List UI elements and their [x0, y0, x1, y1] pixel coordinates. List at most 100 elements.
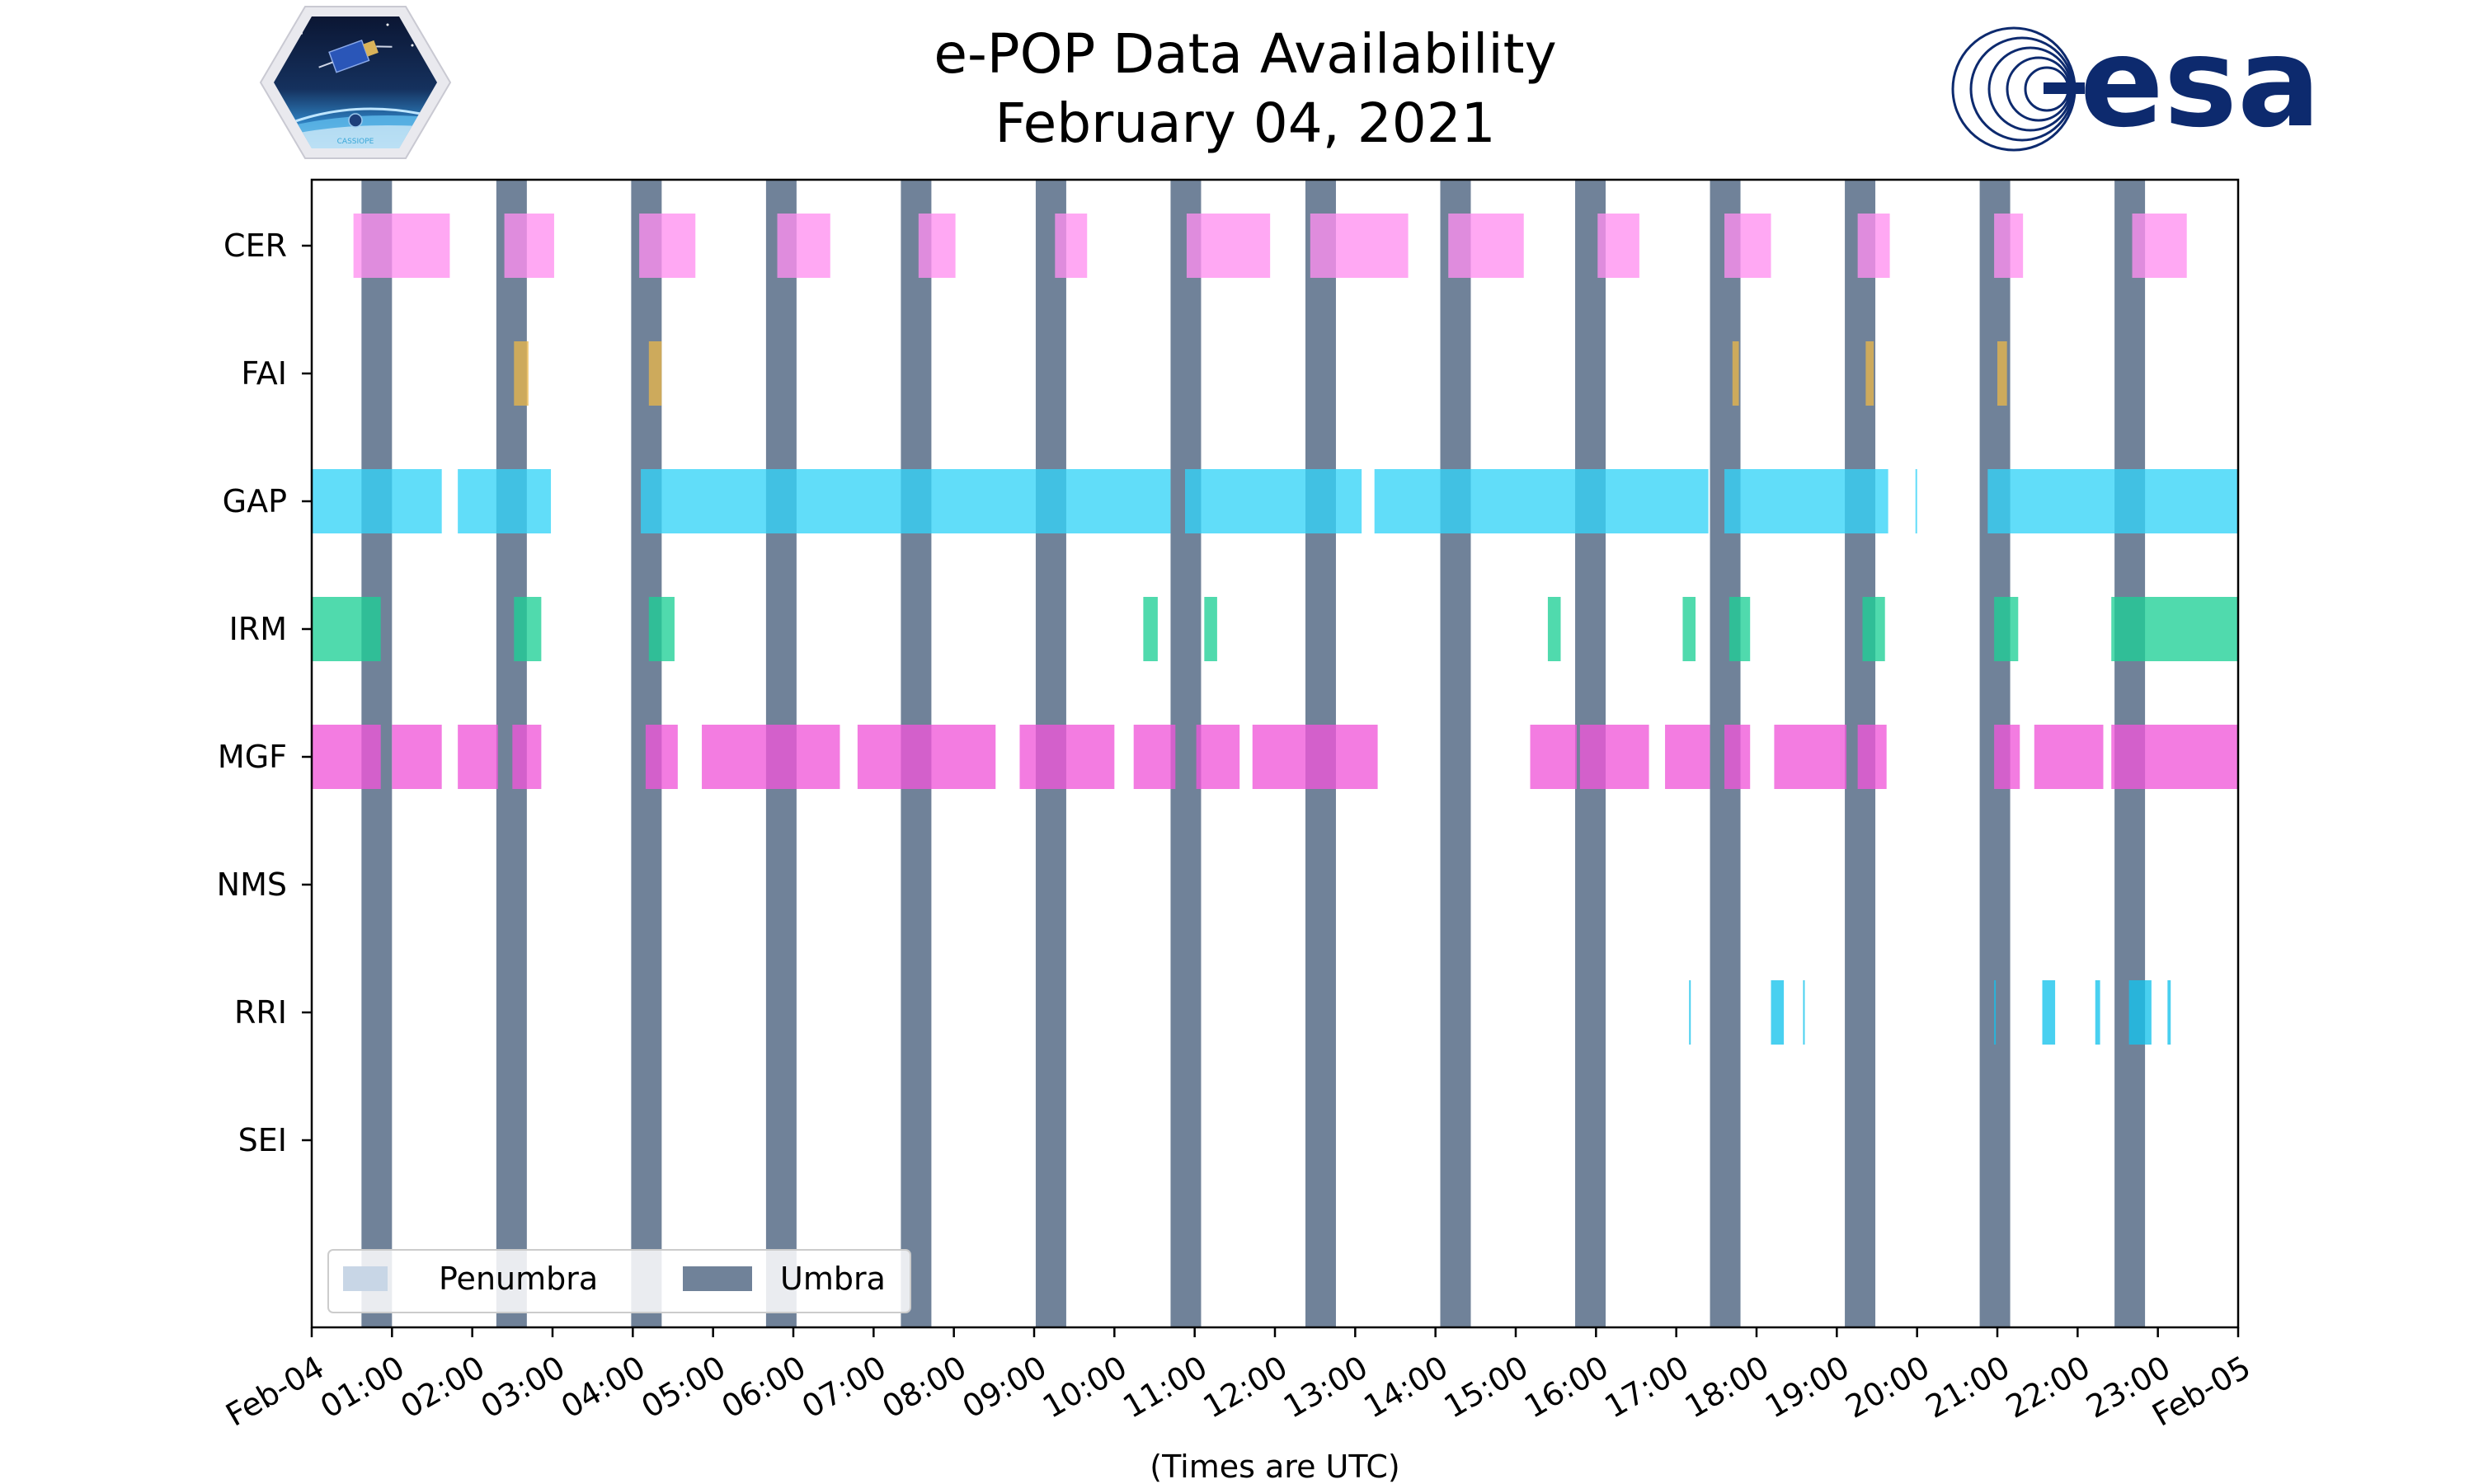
y-tick-label-gap: GAP [223, 483, 287, 519]
bar-cer-5 [1055, 214, 1088, 278]
bar-mgf-10 [1252, 725, 1378, 789]
x-tick-label-6: 06:00 [716, 1349, 812, 1425]
legend-box [327, 1249, 911, 1313]
bar-mgf-1 [392, 725, 442, 789]
bar-mgf-6 [857, 725, 996, 789]
x-tick-label-7: 07:00 [796, 1349, 892, 1425]
x-tick-label-4: 04:00 [555, 1349, 651, 1425]
bar-irm-8 [1862, 597, 1885, 661]
x-tick-label-13: 13:00 [1277, 1349, 1374, 1425]
bar-rri-1 [1771, 980, 1785, 1045]
bar-cer-8 [1448, 214, 1524, 278]
bar-gap-0 [312, 469, 442, 533]
umbra-band-6 [1170, 180, 1202, 1327]
x-tick-label-11: 11:00 [1117, 1349, 1213, 1425]
bar-irm-7 [1729, 597, 1751, 661]
bar-irm-3 [1143, 597, 1158, 661]
bar-fai-0 [514, 341, 529, 406]
x-tick-label-10: 10:00 [1037, 1349, 1133, 1425]
bar-irm-1 [514, 597, 542, 661]
bar-mgf-18 [2034, 725, 2104, 789]
bar-mgf-7 [1019, 725, 1115, 789]
bar-cer-12 [1994, 214, 2024, 278]
bar-cer-4 [918, 214, 956, 278]
bar-mgf-12 [1579, 725, 1649, 789]
bar-rri-0 [1689, 980, 1691, 1045]
bar-cer-2 [639, 214, 696, 278]
bar-mgf-14 [1724, 725, 1751, 789]
x-tick-label-8: 08:00 [876, 1349, 972, 1425]
bar-mgf-2 [458, 725, 498, 789]
x-axis-title: (Times are UTC) [1150, 1449, 1399, 1484]
bar-mgf-15 [1774, 725, 1847, 789]
x-tick-label-1: 01:00 [314, 1349, 411, 1425]
legend-label-umbra: Umbra [780, 1261, 886, 1297]
bar-mgf-11 [1530, 725, 1577, 789]
x-tick-label-19: 19:00 [1759, 1349, 1856, 1425]
bar-cer-9 [1597, 214, 1639, 278]
x-tick-label-12: 12:00 [1197, 1349, 1294, 1425]
bar-mgf-0 [312, 725, 381, 789]
y-tick-label-irm: IRM [229, 611, 287, 647]
legend-swatch-penumbra [343, 1266, 388, 1291]
bars-layer [312, 214, 2238, 1045]
umbra-band-8 [1440, 180, 1471, 1327]
bar-irm-9 [1994, 597, 2019, 661]
bar-rri-4 [2042, 980, 2056, 1045]
bar-gap-5 [1724, 469, 1888, 533]
bar-mgf-13 [1665, 725, 1710, 789]
x-axis: Feb-0401:0002:0003:0004:0005:0006:0007:0… [219, 1327, 2257, 1434]
bar-cer-11 [1857, 214, 1890, 278]
bar-irm-6 [1682, 597, 1696, 661]
y-tick-label-sei: SEI [238, 1122, 287, 1158]
esa-logo-icon: esa [1951, 12, 2321, 155]
x-tick-label-22: 22:00 [2000, 1349, 2096, 1425]
bar-fai-2 [1732, 341, 1739, 406]
x-tick-label-0: Feb-04 [219, 1349, 330, 1434]
bar-rri-5 [2095, 980, 2100, 1045]
bar-irm-0 [312, 597, 381, 661]
bar-mgf-8 [1133, 725, 1176, 789]
bar-irm-2 [648, 597, 675, 661]
y-tick-label-rri: RRI [234, 994, 287, 1031]
x-tick-label-5: 05:00 [635, 1349, 731, 1425]
legend-swatch-umbra [683, 1266, 752, 1291]
x-tick-label-14: 14:00 [1357, 1349, 1454, 1425]
bar-gap-4 [1374, 469, 1709, 533]
chart-title-line2: February 04, 2021 [995, 92, 1495, 155]
y-tick-label-nms: NMS [217, 866, 287, 903]
bar-mgf-17 [1994, 725, 2020, 789]
bar-mgf-5 [702, 725, 840, 789]
bar-fai-1 [648, 341, 662, 406]
bar-cer-13 [2132, 214, 2187, 278]
bar-rri-7 [2167, 980, 2171, 1045]
x-tick-label-9: 09:00 [957, 1349, 1053, 1425]
bar-mgf-9 [1196, 725, 1240, 789]
bar-cer-0 [353, 214, 450, 278]
bar-rri-6 [2128, 980, 2152, 1045]
x-tick-label-20: 20:00 [1839, 1349, 1935, 1425]
y-tick-label-cer: CER [223, 228, 287, 264]
bar-irm-10 [2111, 597, 2238, 661]
bar-irm-4 [1204, 597, 1217, 661]
bar-gap-7 [1987, 469, 2238, 533]
y-tick-label-fai: FAI [241, 355, 287, 392]
bar-fai-3 [1865, 341, 1874, 406]
legend: Penumbra Umbra [327, 1249, 911, 1313]
bar-cer-7 [1310, 214, 1409, 278]
bar-cer-10 [1724, 214, 1771, 278]
bar-gap-1 [458, 469, 552, 533]
bar-cer-1 [504, 214, 554, 278]
y-tick-label-mgf: MGF [218, 739, 287, 775]
x-tick-label-3: 03:00 [475, 1349, 571, 1425]
x-tick-label-21: 21:00 [1920, 1349, 2016, 1425]
bar-mgf-19 [2111, 725, 2238, 789]
bar-mgf-16 [1857, 725, 1887, 789]
legend-label-penumbra: Penumbra [439, 1261, 598, 1297]
bar-gap-3 [1184, 469, 1362, 533]
bar-gap-6 [1915, 469, 1917, 533]
x-tick-label-17: 17:00 [1598, 1349, 1695, 1425]
y-axis: CER FAI GAP IRM MGF NMS RRI SEI [217, 228, 312, 1158]
bar-mgf-3 [512, 725, 542, 789]
